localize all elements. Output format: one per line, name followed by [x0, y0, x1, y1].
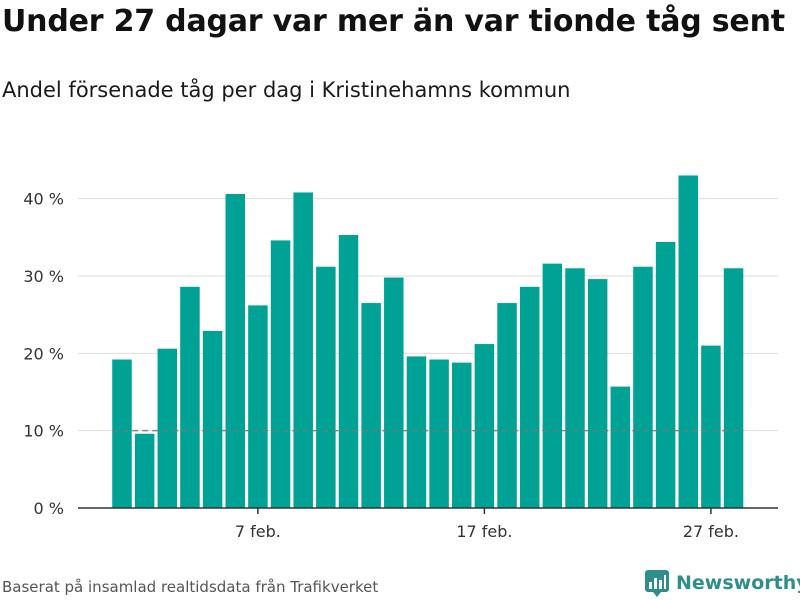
- chart-subtitle: Andel försenade tåg per dag i Kristineha…: [2, 78, 571, 102]
- bar: [610, 386, 631, 508]
- bar: [565, 268, 585, 508]
- bar: [384, 277, 404, 508]
- x-tick-label: 27 feb.: [683, 522, 739, 541]
- bar: [134, 433, 155, 508]
- y-tick-label: 0 %: [34, 499, 64, 518]
- bar: [338, 235, 359, 508]
- bar: [248, 305, 268, 508]
- bar: [293, 192, 313, 509]
- bar: [406, 356, 427, 508]
- bar: [361, 303, 381, 508]
- bar-chart-icon: [645, 570, 669, 597]
- bar: [452, 362, 472, 508]
- x-axis: [78, 507, 778, 514]
- bar: [519, 286, 540, 508]
- bar: [474, 344, 495, 508]
- tick-labels: 0 % 10 % 20 % 30 % 40 % 7 feb. 17 feb. 27 feb.: [23, 190, 739, 541]
- bar: [225, 194, 245, 508]
- bar: [112, 359, 132, 508]
- bar: [202, 330, 223, 508]
- bars: [112, 175, 744, 509]
- y-tick-label: 30 %: [23, 267, 64, 286]
- bar: [678, 175, 698, 508]
- newsworthy-logo[interactable]: Newsworthy: [644, 569, 800, 597]
- bar: [723, 268, 744, 508]
- bar: [180, 286, 200, 508]
- bar: [497, 303, 517, 508]
- y-tick-label: 40 %: [23, 190, 64, 209]
- bar: [542, 263, 563, 508]
- x-tick-label: 7 feb.: [235, 522, 281, 541]
- bar: [633, 266, 653, 508]
- bar: [587, 279, 608, 508]
- y-tick-label: 10 %: [23, 422, 64, 441]
- bar: [655, 241, 676, 508]
- brand-name: Newsworthy: [676, 572, 800, 594]
- source-note: Baserat på insamlad realtidsdata från Tr…: [2, 578, 379, 596]
- chart-title: Under 27 dagar var mer än var tionde tåg…: [2, 4, 785, 39]
- bar: [701, 345, 721, 508]
- bar: [157, 348, 178, 508]
- bar: [316, 266, 336, 508]
- x-tick-label: 17 feb.: [456, 522, 512, 541]
- bar: [270, 240, 291, 508]
- y-tick-label: 20 %: [23, 344, 64, 363]
- bar: [429, 359, 449, 508]
